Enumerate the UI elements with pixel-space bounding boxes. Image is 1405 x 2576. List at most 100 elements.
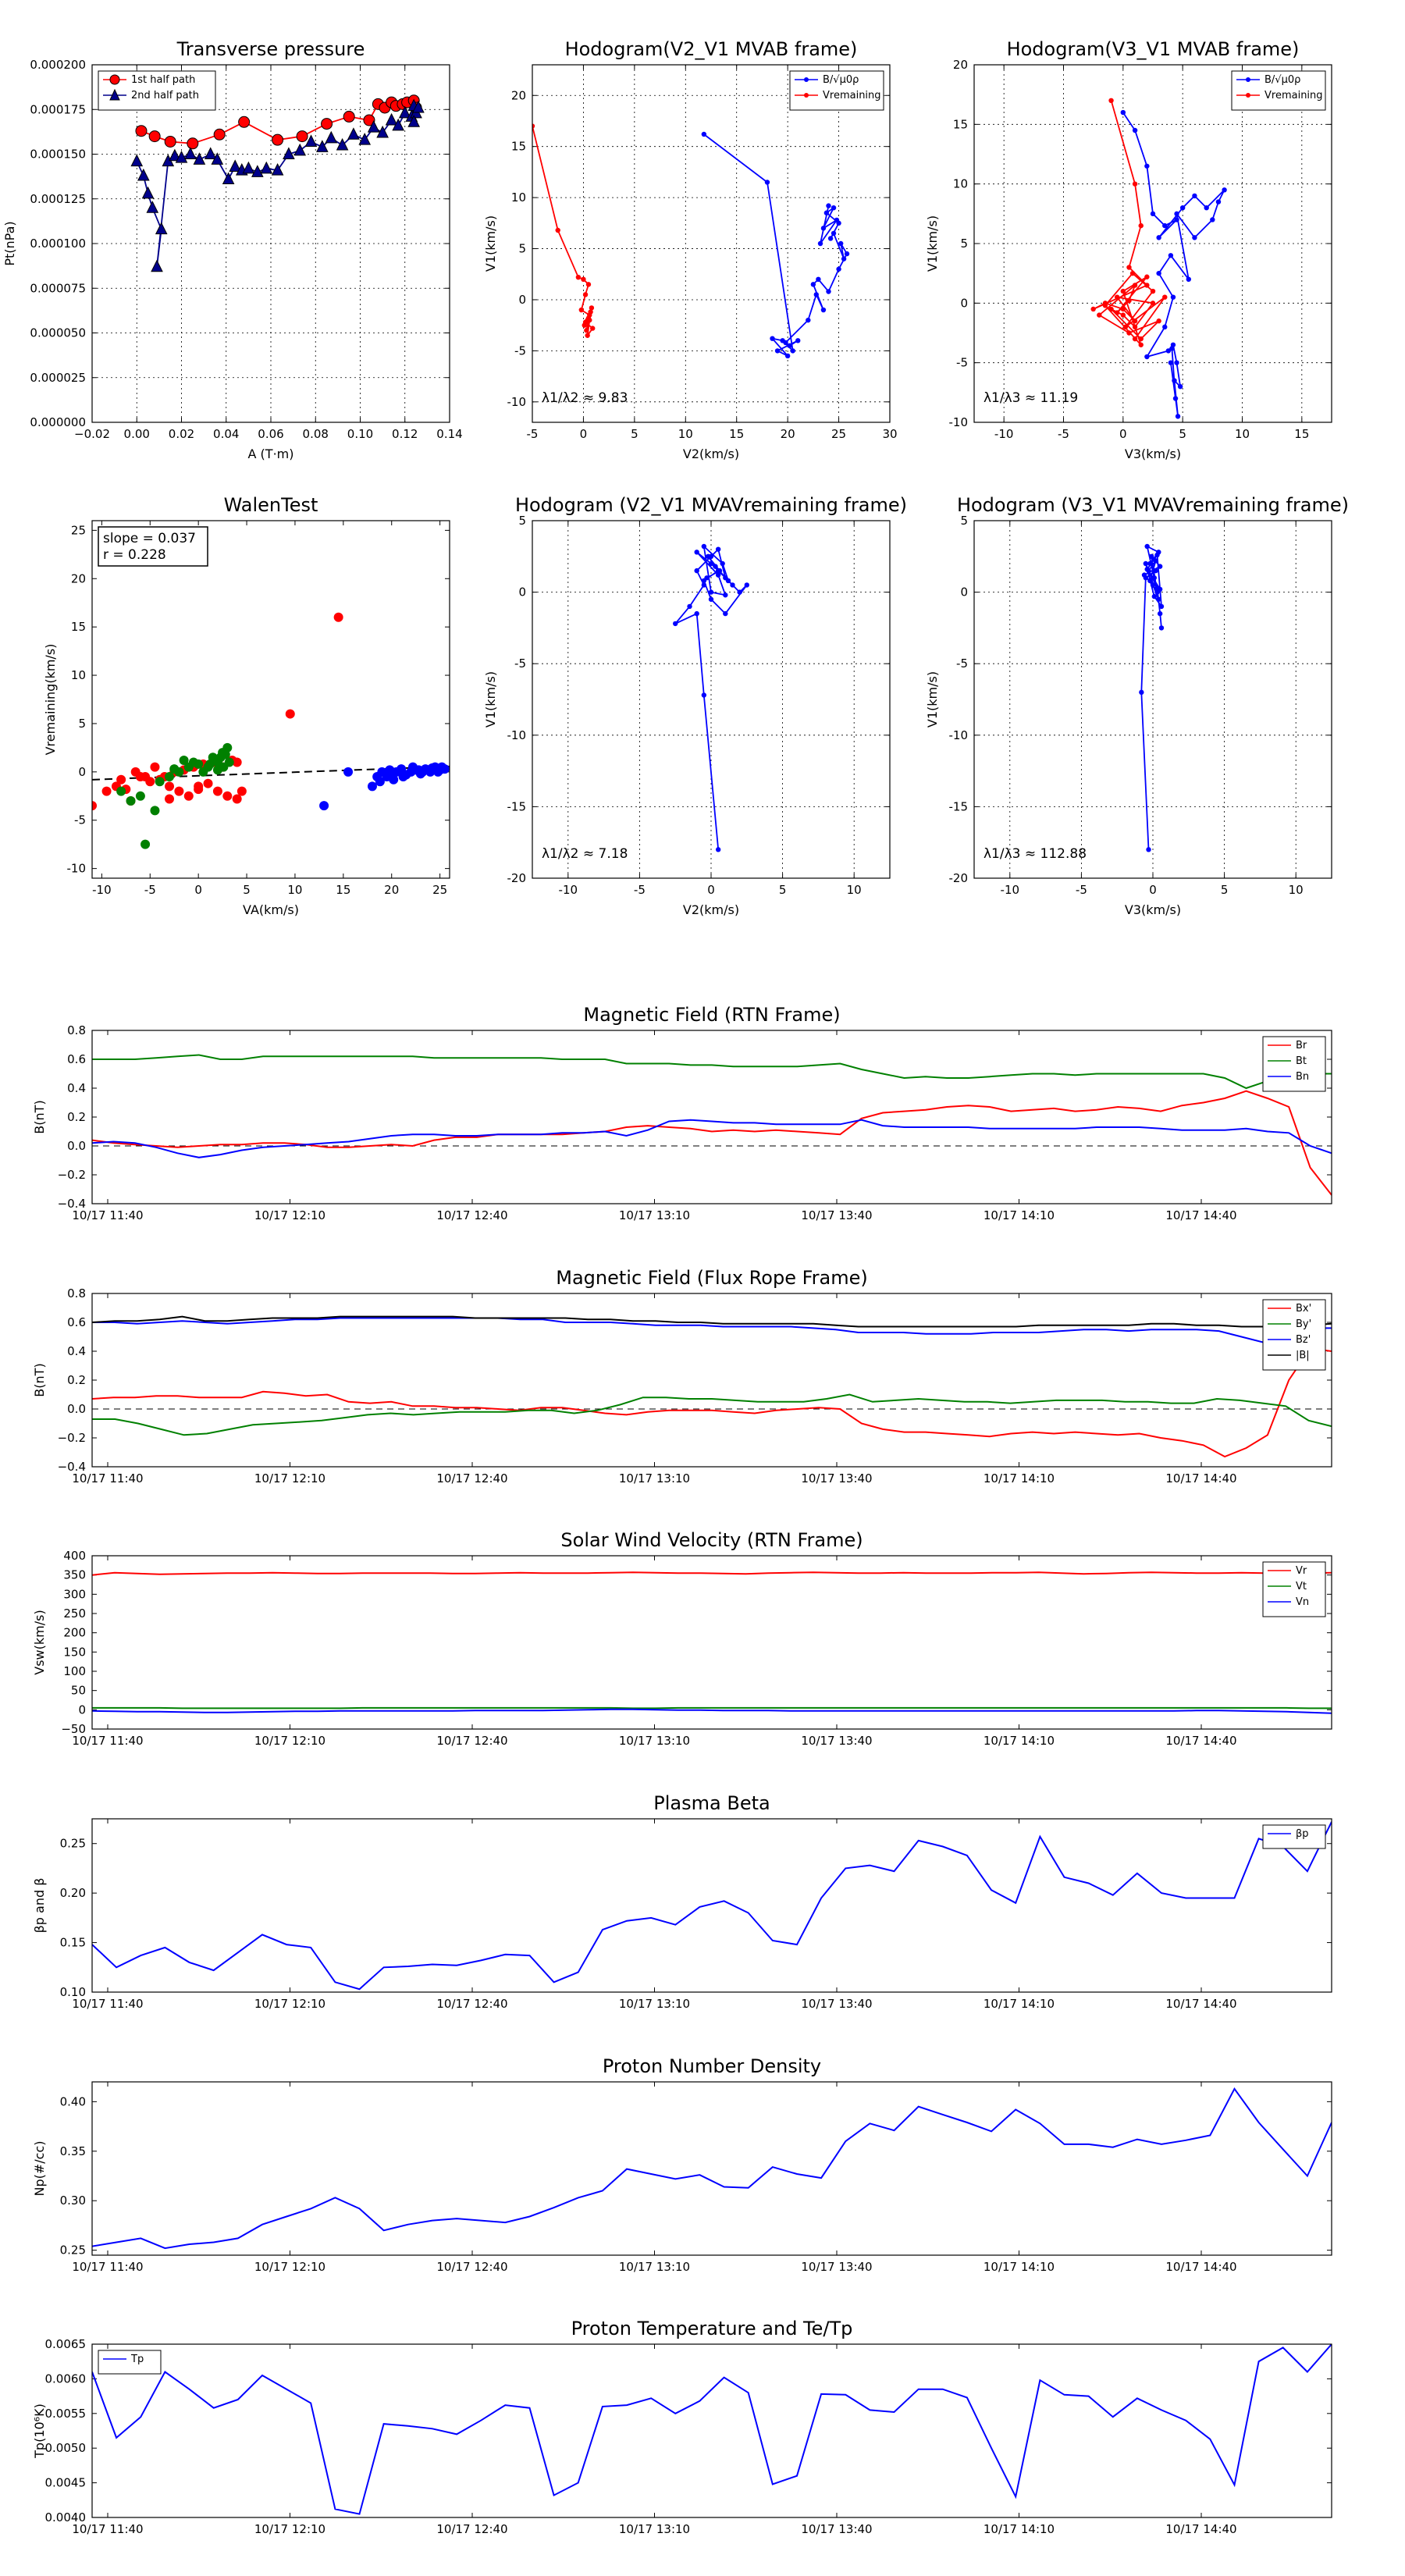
y-tick-label: 20	[511, 88, 526, 102]
x-tick-label: 10/17 12:40	[436, 1208, 507, 1222]
scatter-point	[203, 778, 213, 788]
data-layer	[1139, 543, 1165, 852]
scatter-point	[130, 767, 140, 777]
data-point	[1150, 211, 1156, 217]
data-point	[701, 131, 707, 137]
y-tick-label: 50	[71, 1684, 86, 1698]
data-point	[1132, 318, 1138, 324]
series-line-Bx-	[92, 1347, 1332, 1458]
data-point	[1129, 270, 1136, 276]
legend-entry: B/√μ0ρ	[823, 74, 859, 86]
chart-title: Solar Wind Velocity (RTN Frame)	[560, 1529, 863, 1551]
scatter-point	[285, 709, 295, 719]
legend-entry: Br	[1296, 1040, 1307, 1051]
scatter-point	[212, 786, 222, 796]
eigen-ratio-annotation: λ1/λ2 ≈ 9.83	[542, 390, 628, 406]
data-point	[826, 289, 831, 294]
x-tick-label: 10/17 12:40	[436, 1734, 507, 1748]
y-tick-label: 0.10	[60, 1985, 86, 1999]
series-line-Vr	[92, 1571, 1332, 1576]
x-tick-label: 10/17 14:40	[1165, 1997, 1236, 2011]
scatter-point	[232, 794, 242, 804]
data-point	[1115, 310, 1120, 315]
scatter-point	[237, 786, 247, 796]
data-point	[1169, 346, 1175, 351]
data-point	[283, 147, 295, 159]
data-point	[723, 592, 728, 598]
data-point	[169, 148, 181, 162]
plot-area	[92, 1556, 1332, 1729]
series-line-Tp	[92, 2344, 1332, 2515]
plot-area	[92, 1030, 1332, 1204]
stats-text: r = 0.228	[103, 547, 166, 563]
y-tick-label: 0.0050	[45, 2441, 87, 2455]
y-tick-label: 0	[518, 585, 526, 600]
data-point	[1192, 193, 1197, 199]
data-point	[701, 692, 707, 698]
x-tick-label: 15	[1294, 427, 1309, 441]
x-tick-label: 10	[287, 883, 302, 897]
scatter-point	[194, 781, 204, 792]
data-point	[343, 110, 355, 123]
scatter-point	[116, 786, 126, 796]
data-point	[704, 575, 710, 581]
data-point	[398, 105, 411, 119]
data-point	[1126, 330, 1132, 336]
x-tick-label: 20	[781, 427, 795, 441]
data-point	[1150, 288, 1156, 294]
x-tick-label: 10	[1289, 883, 1304, 897]
y-tick-label: -10	[507, 728, 527, 742]
chart-title: Magnetic Field (RTN Frame)	[583, 1004, 840, 1026]
data-layer	[92, 1821, 1332, 1991]
x-tick-label: 5	[1221, 883, 1229, 897]
y-tick-label: 0.000075	[30, 281, 86, 295]
x-tick-label: 10/17 14:10	[984, 1997, 1055, 2011]
x-tick-label: -10	[994, 427, 1014, 441]
data-point	[296, 130, 308, 143]
chart-title: Magnetic Field (Flux Rope Frame)	[556, 1267, 867, 1289]
x-tick-label: 30	[882, 427, 897, 441]
y-axis-label: V1(km/s)	[483, 215, 498, 272]
data-point	[251, 165, 264, 177]
data-point	[1210, 217, 1215, 222]
series-line-Bz-	[92, 1317, 1332, 1343]
axes-frame	[91, 1293, 1332, 1468]
data-point	[783, 340, 788, 346]
data-point	[1108, 306, 1114, 312]
data-point	[1172, 396, 1179, 401]
data-point	[1138, 342, 1144, 347]
chart-title: Hodogram (V2_V1 MVAVremaining frame)	[515, 494, 907, 516]
legend: Br Bt Bn	[1262, 1036, 1326, 1092]
x-tick-label: 10/17 13:40	[801, 1471, 872, 1485]
x-axis-label: V2(km/s)	[683, 447, 739, 461]
x-tick-label: 0.04	[213, 427, 239, 441]
data-point	[148, 130, 161, 143]
scatter-point	[165, 772, 175, 782]
series-line-0	[92, 2087, 1332, 2250]
data-point	[272, 133, 284, 146]
data-point	[1102, 303, 1108, 308]
eigen-ratio-annotation: λ1/λ2 ≈ 7.18	[542, 846, 628, 862]
y-axis-label: B(nT)	[32, 1363, 47, 1397]
y-tick-label: 0	[960, 296, 968, 310]
plot-area	[92, 2082, 1332, 2255]
y-tick-label: -20	[507, 871, 527, 885]
scatter-point	[219, 762, 229, 772]
y-tick-label: 0.0045	[45, 2476, 87, 2490]
data-point	[1132, 283, 1138, 288]
x-tick-label: 10/17 12:10	[254, 1734, 325, 1748]
chart-title: Hodogram (V3_V1 MVAVremaining frame)	[957, 494, 1349, 516]
data-point	[701, 582, 707, 588]
data-point	[325, 130, 338, 144]
x-tick-label: 0.02	[169, 427, 194, 441]
data-point	[1120, 312, 1126, 318]
data-point	[363, 114, 375, 126]
x-tick-label: 10	[847, 883, 862, 897]
legend-marker	[109, 74, 120, 85]
data-point	[1192, 235, 1197, 240]
chart-title: WalenTest	[224, 494, 318, 516]
data-point	[730, 582, 735, 588]
data-point	[304, 134, 318, 147]
data-point	[532, 123, 535, 129]
chart-title: Hodogram(V2_V1 MVAB frame)	[565, 38, 858, 60]
